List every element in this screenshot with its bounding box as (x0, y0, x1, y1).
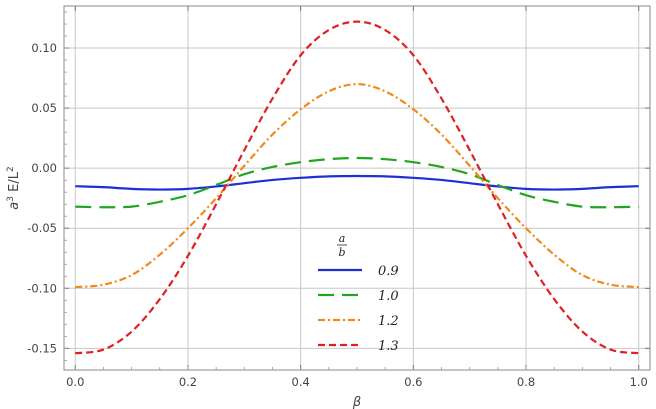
plot-frame (63, 5, 651, 371)
series-line-0.9 (75, 174, 639, 191)
x-tick-label: 0.4 (292, 375, 310, 389)
legend-label-1.3: 1.3 (378, 339, 399, 354)
x-tick-label: 0.8 (517, 375, 535, 389)
series-line-1.0 (75, 156, 639, 209)
series-line-1.2 (75, 82, 639, 289)
legend-items: 0.9 1.0 1.2 1.3 (318, 264, 399, 354)
y-tick-label: 0.00 (31, 161, 57, 175)
series-group (75, 20, 639, 355)
x-tick-label: 0.2 (179, 375, 197, 389)
x-tick-label: 0.6 (404, 375, 422, 389)
legend-label-0.9: 0.9 (378, 264, 399, 279)
y-tick-label: 0.05 (31, 101, 57, 115)
legend-label-1.0: 1.0 (378, 289, 399, 304)
legend-title-numerator: a (339, 232, 346, 245)
y-tick-label: 0.10 (31, 41, 57, 55)
y-axis-label-mid: E/L (7, 171, 22, 196)
y-axis-label-exp2: 2 (6, 166, 16, 172)
legend: a b 0.9 1.0 1.2 1.3 (318, 232, 399, 354)
legend-title-denominator: b (338, 246, 345, 259)
grid (64, 6, 650, 370)
y-axis-label: a3 E/L2 (6, 166, 22, 209)
series-line-1.3 (75, 20, 639, 355)
y-tick-label: -0.10 (27, 281, 57, 295)
y-tick-label: -0.05 (27, 221, 57, 235)
y-axis-label-base: a (7, 202, 22, 210)
axis-ticks: 0.0 0.2 0.4 0.6 0.8 1.0 -0.15 -0.10 -0.05 0.00 0.0… (27, 6, 650, 389)
y-axis-label-exp1: 3 (6, 196, 16, 202)
legend-label-1.2: 1.2 (378, 314, 399, 329)
x-axis-label: β (352, 395, 361, 409)
y-tick-label: -0.15 (27, 341, 57, 355)
x-tick-label: 0.0 (66, 375, 84, 389)
x-tick-label: 1.0 (630, 375, 648, 389)
